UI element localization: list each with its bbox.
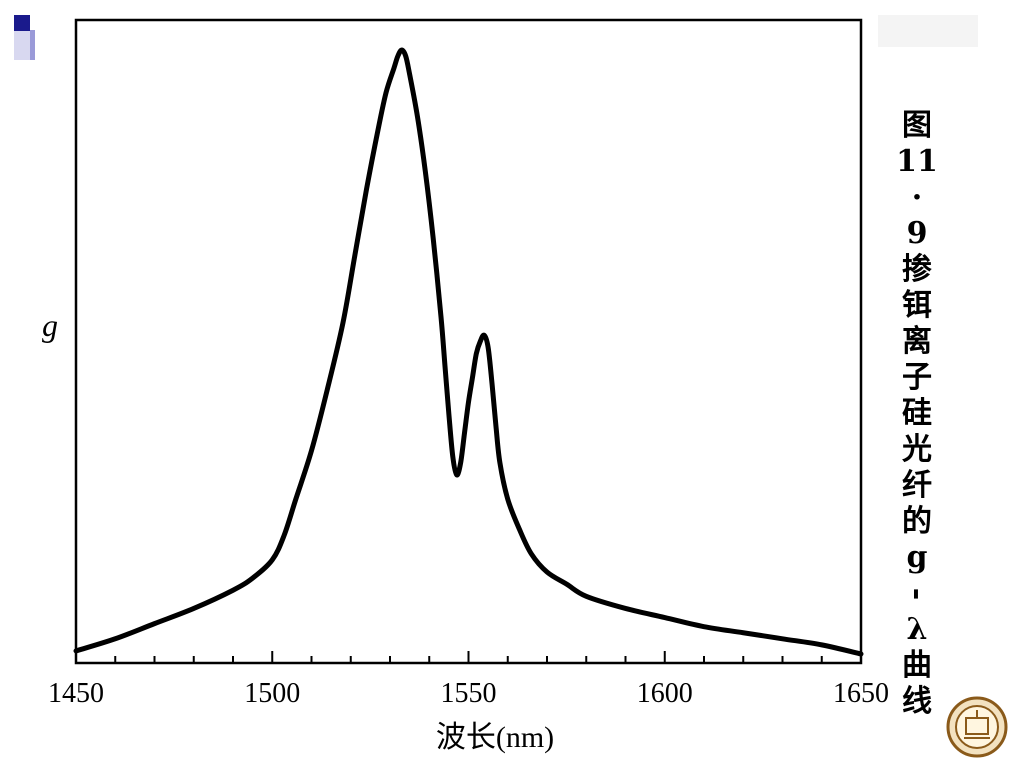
x-axis-ticks: [75, 651, 862, 663]
x-tick-label: 1550: [441, 678, 497, 709]
x-axis-tick-labels: 1450 1500 1550 1600 1650: [48, 678, 889, 709]
deco-square-light: [30, 30, 35, 60]
deco-square-dark: [14, 15, 30, 31]
x-tick-label: 1450: [48, 678, 104, 709]
deco-square-light-2: [14, 31, 30, 60]
x-tick-label: 1650: [833, 678, 889, 709]
x-axis-title: 波长(nm): [436, 721, 554, 754]
plot-frame: [74, 18, 863, 665]
x-tick-label: 1600: [637, 678, 693, 709]
header-strip: [878, 15, 978, 47]
x-tick-label: 1500: [244, 678, 300, 709]
y-axis-label: g: [42, 307, 58, 343]
gain-curve: [73, 47, 864, 657]
university-seal-icon: [946, 696, 1008, 758]
